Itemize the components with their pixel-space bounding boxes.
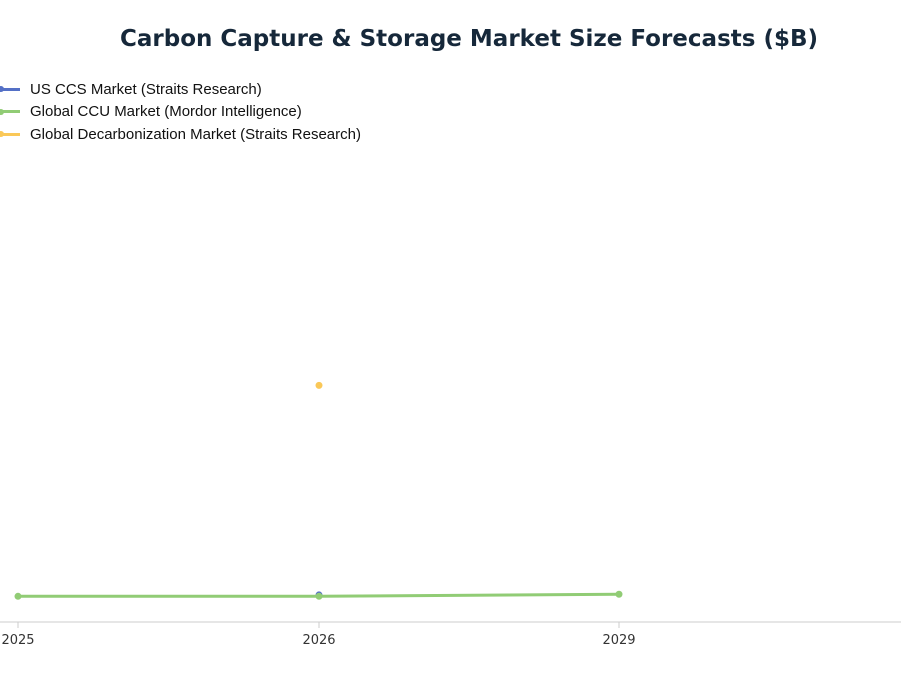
legend-label: Global CCU Market (Mordor Intelligence) (30, 103, 302, 121)
legend-item-global-ccu[interactable]: Global CCU Market (Mordor Intelligence) (0, 101, 361, 124)
legend: US CCS Market (Straits Research) Global … (0, 78, 361, 146)
legend-swatch-us-ccs (0, 78, 20, 100)
chart-title: Carbon Capture & Storage Market Size For… (119, 26, 819, 52)
data-point[interactable] (615, 590, 623, 598)
legend-item-global-decarbonization[interactable]: Global Decarbonization Market (Straits R… (0, 123, 361, 146)
data-point[interactable] (315, 381, 323, 389)
legend-swatch-global-decarbonization (0, 123, 20, 145)
x-tick-label: 2025 (1, 633, 34, 648)
x-tick-label: 2029 (602, 633, 635, 648)
x-tick-label: 2026 (302, 633, 335, 648)
legend-swatch-global-ccu (0, 101, 20, 123)
legend-item-us-ccs[interactable]: US CCS Market (Straits Research) (0, 78, 361, 101)
legend-label: US CCS Market (Straits Research) (30, 80, 262, 98)
legend-label: Global Decarbonization Market (Straits R… (30, 125, 361, 143)
data-point[interactable] (14, 592, 22, 600)
data-point[interactable] (315, 592, 323, 600)
